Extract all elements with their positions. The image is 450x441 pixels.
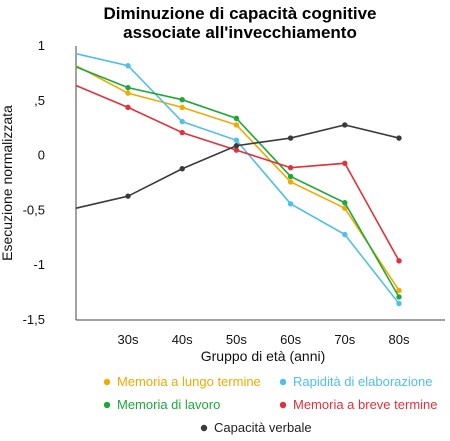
data-point [287, 135, 294, 141]
series-4 [75, 84, 402, 264]
y-axis-label: Esecuzione normalizzata [0, 105, 15, 261]
data-point [125, 84, 131, 91]
data-point [287, 164, 294, 171]
data-point [233, 143, 240, 149]
legend-item: Capacità verbale [200, 420, 312, 435]
legend-item: Rapidità di elaborazione [279, 374, 432, 389]
series-1 [75, 65, 402, 294]
data-point [233, 147, 240, 153]
data-point [396, 287, 402, 294]
data-point [125, 104, 131, 111]
x-tick-label: 60s [280, 332, 301, 347]
data-point [179, 104, 185, 111]
series-2 [75, 52, 402, 307]
data-point [396, 135, 402, 141]
data-point [179, 166, 185, 172]
series-line [75, 124, 400, 209]
data-point [396, 300, 402, 307]
y-tick-label: 0 [38, 148, 45, 163]
legend-label: Rapidità di elaborazione [293, 374, 432, 389]
data-point [342, 200, 348, 206]
data-point [342, 205, 348, 211]
data-point [179, 97, 185, 103]
series-5 [75, 122, 402, 209]
legend-label: Memoria a lungo termine [117, 374, 261, 389]
legend-marker [103, 401, 111, 409]
x-tick-label: 50s [226, 332, 247, 347]
x-tick-label: 30s [118, 332, 139, 347]
legend-label: Capacità verbale [214, 420, 312, 435]
data-point [342, 160, 348, 166]
chart-title-line-2: associate all'invecchiamento [123, 23, 357, 42]
x-tick-label: 80s [389, 332, 410, 347]
data-point [342, 231, 348, 238]
x-axis-ticks: 30s 40s 50s 60s 70s 80s [118, 332, 410, 347]
data-point [287, 179, 294, 185]
series-lines [75, 52, 402, 307]
legend-marker [103, 378, 111, 386]
data-point [125, 90, 131, 96]
y-tick-label: ,5 [34, 93, 45, 108]
x-axis-label: Gruppo di età (anni) [201, 348, 326, 364]
data-point [125, 193, 131, 199]
data-point [396, 294, 402, 300]
legend: Memoria a lungo termine Rapidità di elabo… [103, 374, 438, 435]
series-3 [75, 66, 402, 300]
axes [75, 46, 445, 321]
series-line [75, 65, 400, 291]
legend-label: Memoria a breve termine [293, 397, 438, 412]
data-point [179, 118, 185, 125]
x-tick-label: 40s [172, 332, 193, 347]
chart-title-line-1: Diminuzione di capacità cognitive [104, 4, 377, 23]
y-axis-ticks: 1 ,5 0 -0,5 -1 -1,5 [23, 38, 45, 327]
y-tick-label: -1,5 [23, 312, 45, 327]
y-tick-label: -0,5 [23, 202, 45, 217]
data-point [233, 137, 240, 143]
legend-marker [200, 424, 208, 432]
data-point [287, 173, 294, 180]
data-point [233, 122, 240, 128]
data-point [287, 201, 294, 207]
data-point [342, 122, 348, 128]
y-tick-label: 1 [38, 38, 45, 53]
data-point [179, 129, 185, 136]
legend-item: Memoria a lungo termine [103, 374, 261, 389]
series-line [75, 66, 400, 298]
series-line [75, 84, 400, 262]
data-point [233, 115, 240, 122]
legend-item: Memoria a breve termine [279, 397, 438, 412]
x-tick-label: 70s [334, 332, 355, 347]
y-tick-label: -1 [33, 257, 45, 272]
legend-item: Memoria di lavoro [103, 397, 220, 412]
data-point [396, 258, 402, 264]
legend-marker [279, 401, 287, 409]
data-point [125, 63, 131, 69]
legend-marker [279, 378, 287, 386]
legend-label: Memoria di lavoro [117, 397, 220, 412]
